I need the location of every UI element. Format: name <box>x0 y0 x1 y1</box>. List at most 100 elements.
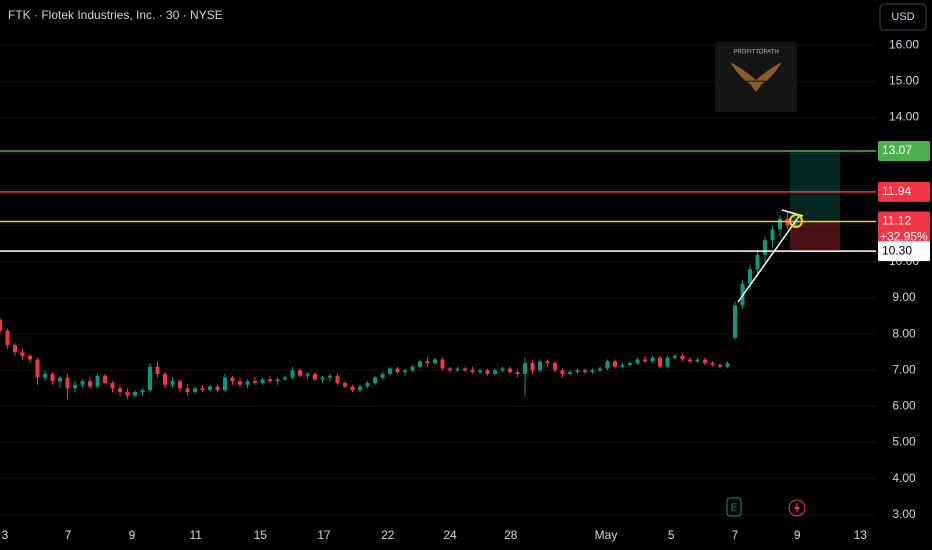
candle-body <box>680 355 685 360</box>
candle-body <box>658 357 662 367</box>
x-tick-label: 9 <box>129 528 136 542</box>
candle-body <box>103 375 107 383</box>
y-tick-label: 7.00 <box>892 362 916 376</box>
candle-body <box>328 375 332 378</box>
candle-body <box>650 357 655 362</box>
candle-body <box>238 381 242 385</box>
candle-body <box>253 381 257 383</box>
dividend-icon-bolt <box>794 502 800 514</box>
candle-body <box>118 388 122 392</box>
candle-body <box>770 229 775 241</box>
candle-body <box>598 368 602 371</box>
candle-body <box>425 361 430 364</box>
candle-body <box>523 363 527 374</box>
candle-body <box>643 359 647 362</box>
candle-body <box>170 381 175 385</box>
candle-body <box>388 368 392 374</box>
earnings-icon[interactable] <box>726 497 742 517</box>
candle-body <box>95 375 100 387</box>
x-tick-label: 15 <box>254 528 268 542</box>
price-label-box <box>878 181 930 202</box>
candle-body <box>763 240 767 255</box>
candle-body <box>613 361 617 367</box>
candle-body <box>0 319 2 331</box>
price-label: 13.07 <box>882 143 912 157</box>
candle-body <box>223 377 227 391</box>
candle-body <box>178 381 182 389</box>
chart-title: FTK · Flotek Industries, Inc. · 30 · NYS… <box>8 8 223 22</box>
candle-body <box>200 388 205 391</box>
candle-body <box>215 386 220 391</box>
candle-body <box>665 357 670 367</box>
candle-body <box>733 305 737 338</box>
candle-body <box>500 368 505 371</box>
candle-body <box>718 364 722 367</box>
candle-body <box>560 370 565 374</box>
x-tick-label: 5 <box>668 528 675 542</box>
currency-label: USD <box>891 11 914 23</box>
trend-line <box>737 214 801 303</box>
y-tick-label: 9.00 <box>892 290 916 304</box>
candle-body <box>440 359 445 369</box>
price-label-box <box>878 141 930 162</box>
candle-body <box>635 359 640 364</box>
candle-body <box>155 366 160 374</box>
candle-body <box>403 370 407 373</box>
candle-body <box>245 381 250 385</box>
y-tick-label: 5.00 <box>892 435 916 449</box>
candle-body <box>778 218 782 230</box>
x-tick-label: 17 <box>317 528 331 542</box>
candle-body <box>58 377 62 382</box>
candle-body <box>313 373 317 380</box>
candle-body <box>695 359 700 362</box>
candle-body <box>455 368 460 371</box>
candle-body <box>478 370 482 373</box>
candle-body <box>583 370 587 373</box>
candle-body <box>748 269 752 284</box>
candle-body <box>110 382 115 389</box>
candle-body <box>20 352 25 356</box>
candle-body <box>395 368 400 373</box>
x-tick-label: 13 <box>854 528 868 542</box>
price-label: 11.12 <box>882 214 911 228</box>
candle-body <box>373 377 377 383</box>
candle-body <box>260 379 265 383</box>
candle-body <box>755 254 760 270</box>
watermark-box <box>715 42 797 112</box>
candle-body <box>125 391 130 396</box>
price-label: 10.30 <box>882 243 912 257</box>
price-label-box <box>878 211 930 248</box>
candle-body <box>793 221 797 226</box>
candle-body <box>193 388 197 392</box>
y-tick-label: 6.00 <box>892 399 916 413</box>
candle-body <box>358 386 362 391</box>
price-change: +32.95% <box>880 230 928 244</box>
candle-body <box>463 368 467 371</box>
candle-body <box>515 372 520 374</box>
price-label: 11.94 <box>882 184 911 198</box>
candle-body <box>508 368 512 373</box>
candle-body <box>163 373 167 385</box>
dividend-icon[interactable] <box>788 499 806 517</box>
candle-body <box>320 377 325 380</box>
candle-body <box>298 370 302 376</box>
watermark-text: PROFITTOPATH <box>733 50 778 56</box>
candle-body <box>418 361 422 367</box>
candle-body <box>290 370 295 378</box>
candle-body <box>545 361 550 364</box>
candle-body <box>13 345 17 353</box>
candle-body <box>365 382 370 387</box>
candle-body <box>28 355 32 360</box>
currency-button[interactable] <box>879 3 927 31</box>
y-tick-label: 16.00 <box>889 37 919 51</box>
candle-body <box>283 377 287 380</box>
candle-body <box>148 366 152 391</box>
earnings-icon-letter: E <box>731 503 738 514</box>
candle-body <box>65 377 70 389</box>
candle-body <box>73 384 77 389</box>
candle-body <box>350 386 355 391</box>
candle-body <box>185 388 190 392</box>
candle-body <box>590 370 595 373</box>
candle-body <box>485 370 490 374</box>
candle-body <box>410 366 415 371</box>
